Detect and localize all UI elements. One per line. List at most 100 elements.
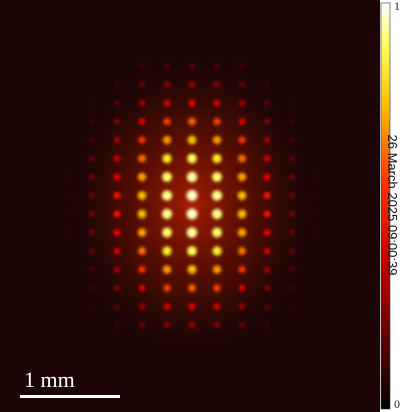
beam-spot: [289, 267, 294, 272]
beam-spot: [164, 82, 170, 88]
beam-spot: [238, 191, 247, 200]
beam-spot: [187, 227, 198, 238]
beam-spot: [239, 118, 246, 125]
beam-spot: [164, 322, 170, 328]
colorbar-max-label: 1: [394, 0, 400, 13]
beam-spot: [188, 284, 196, 292]
beam-spot: [238, 228, 246, 236]
beam-spot: [239, 100, 245, 106]
beam-spot: [188, 265, 197, 274]
beam-spot: [315, 156, 320, 161]
beam-spot: [212, 154, 221, 163]
beam-spot: [264, 211, 271, 218]
beam-spot: [238, 173, 246, 181]
beam-spot: [90, 101, 95, 106]
beam-spot: [264, 137, 270, 143]
beam-spot: [138, 173, 146, 181]
beam-spot: [139, 322, 144, 327]
beam-spot: [89, 211, 94, 216]
beam-spot: [162, 209, 172, 219]
beam-spot: [90, 82, 94, 86]
beam-profile-view: 1 0 26 March 2025 09:00:39 1 mm: [0, 0, 406, 412]
beam-spot: [212, 209, 222, 219]
beam-spot: [139, 100, 145, 106]
beam-spot: [65, 230, 70, 235]
beam-spot: [114, 137, 120, 143]
beam-spot: [114, 285, 120, 291]
beam-spot: [239, 285, 246, 292]
beam-spot: [213, 265, 221, 273]
beam-spot: [214, 322, 220, 328]
beam-spot: [289, 156, 294, 161]
beam-spot: [265, 64, 270, 69]
beam-spot: [138, 155, 146, 163]
beam-spot: [138, 210, 147, 219]
beam-spot: [264, 285, 270, 291]
beam-spot: [213, 284, 220, 291]
beam-spot: [115, 82, 120, 87]
beam-spot: [189, 63, 194, 68]
beam-spot: [65, 175, 70, 180]
beam-spot: [162, 228, 172, 238]
beam-spot: [65, 249, 70, 254]
beam-spot: [264, 100, 269, 105]
colorbar-min-label: 0: [394, 397, 400, 411]
beam-spot: [163, 136, 171, 144]
beam-glow: [62, 45, 322, 365]
beam-spot: [264, 192, 271, 199]
beam-spot: [138, 136, 145, 143]
beam-spot: [315, 267, 319, 271]
beam-spot: [162, 172, 172, 182]
beam-spot: [114, 119, 120, 125]
beam-spot: [315, 212, 320, 217]
beam-spot: [264, 229, 271, 236]
beam-spot: [264, 119, 270, 125]
beam-spot: [289, 137, 294, 142]
beam-spot: [65, 212, 70, 217]
beam-spot: [264, 304, 269, 309]
beam-spot: [163, 118, 170, 125]
beam-spot: [290, 82, 294, 86]
beam-spot: [238, 155, 246, 163]
beam-spot: [89, 156, 94, 161]
beam-spot: [212, 172, 222, 182]
beam-spot: [214, 303, 220, 309]
beam-spot: [187, 246, 197, 256]
beam-spot: [187, 172, 198, 183]
beam-spot: [212, 190, 222, 200]
beam-spot: [315, 249, 320, 254]
beam-spot: [139, 82, 144, 87]
beam-spot: [238, 136, 245, 143]
beam-spot: [89, 248, 94, 253]
beam-spot: [114, 100, 119, 105]
beam-spot: [90, 119, 95, 124]
beam-spot: [115, 323, 120, 328]
beam-spot: [238, 210, 247, 219]
timestamp: 26 March 2025 09:00:39: [385, 135, 400, 276]
beam-spot: [187, 154, 197, 164]
beam-spot: [89, 230, 94, 235]
beam-spot: [239, 82, 244, 87]
beam-spot: [189, 303, 196, 310]
beam-spot: [65, 193, 70, 198]
beam-spot: [114, 211, 121, 218]
beam-spot: [239, 304, 245, 310]
scale-bar-label: 1 mm: [24, 367, 75, 392]
scale-bar: [20, 395, 120, 398]
beam-spot: [90, 323, 94, 327]
beam-spot: [164, 63, 169, 68]
beam-spot: [188, 136, 197, 145]
beam-spot: [214, 82, 220, 88]
beam-spot: [162, 246, 171, 255]
beam-spot: [189, 322, 195, 328]
beam-spot: [187, 209, 198, 220]
beam-spot: [290, 119, 295, 124]
beam-spot: [138, 247, 146, 255]
beam-spot: [289, 211, 294, 216]
beam-spot: [139, 285, 146, 292]
beam-spot: [289, 230, 294, 235]
beam-spot: [114, 229, 121, 236]
beam-spot: [138, 266, 145, 273]
beam-spot: [140, 64, 145, 69]
beam-spot: [212, 246, 221, 255]
